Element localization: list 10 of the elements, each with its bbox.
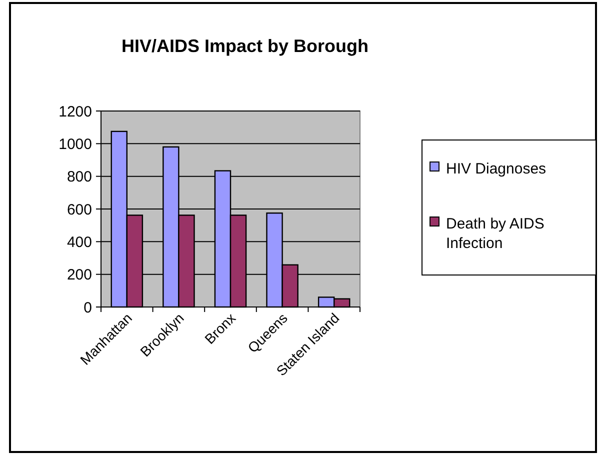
y-tick-label: 0 xyxy=(84,299,92,316)
chart-title: HIV/AIDS Impact by Borough xyxy=(121,36,369,56)
y-tick-label: 800 xyxy=(66,168,92,186)
y-tick-label: 1200 xyxy=(58,103,92,120)
y-tick-label: 200 xyxy=(66,266,92,284)
y-tick-label: 1000 xyxy=(58,136,92,153)
legend-label: Death by AIDS Infection xyxy=(446,215,544,252)
y-tick-label: 400 xyxy=(66,234,92,251)
y-tick-label: 600 xyxy=(66,201,92,218)
legend-label: HIV Diagnoses xyxy=(446,160,546,178)
